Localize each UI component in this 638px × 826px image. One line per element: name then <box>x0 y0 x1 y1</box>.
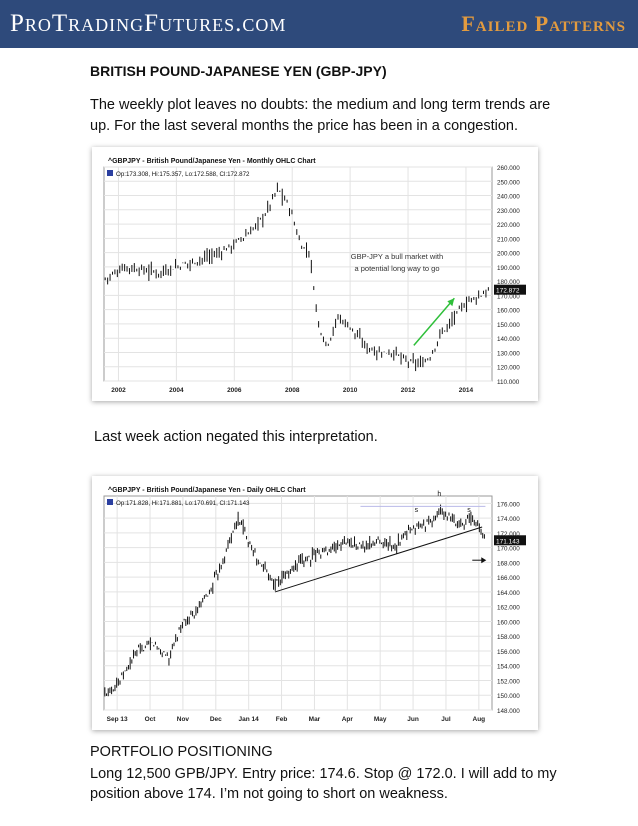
x-tick-label: Sep 13 <box>107 716 128 723</box>
y-tick-label: 140.000 <box>497 336 520 343</box>
x-tick-label: May <box>374 716 387 723</box>
y-tick-label: 110.000 <box>497 379 520 386</box>
y-tick-label: 152.000 <box>497 678 520 685</box>
daily-ohlc-chart: 176.000 174.000 172.000 170.000 168.000 166.0… <box>103 486 526 723</box>
article-title: BRITISH POUND-JAPANESE YEN (GBP-JPY) <box>90 63 387 79</box>
monthly-ohlc-chart: 260.000 250.000 240.000 230.000 220.000 210.0… <box>103 157 526 394</box>
y-tick-label: 160.000 <box>497 308 520 315</box>
y-tick-label: 240.000 <box>497 194 520 201</box>
legend-swatch <box>107 499 113 505</box>
plot-area <box>103 166 493 382</box>
y-tick-label: 260.000 <box>497 165 520 172</box>
y-tick-label: 172.000 <box>497 531 520 538</box>
y-tick-label: 250.000 <box>497 179 520 186</box>
x-tick-label: 2002 <box>111 387 126 394</box>
trend-arrow-line <box>413 297 455 346</box>
x-tick-label: Jan 14 <box>239 716 260 723</box>
portfolio-heading: PORTFOLIO POSITIONING <box>90 744 273 760</box>
x-tick-label: Nov <box>177 716 190 723</box>
y-tick-label: 176.000 <box>497 501 520 508</box>
y-tick-label: 160.000 <box>497 619 520 626</box>
y-tick-label: 190.000 <box>497 265 520 272</box>
last-price-label: 171.143 <box>496 538 520 545</box>
y-tick-label: 210.000 <box>497 236 520 243</box>
y-tick-label: 130.000 <box>497 350 520 357</box>
y-tick-label: 166.000 <box>497 575 520 582</box>
x-tick-label: 2004 <box>169 387 184 394</box>
x-tick-label: 2010 <box>343 387 358 394</box>
y-tick-label: 174.000 <box>497 516 520 523</box>
last-price-label: 172.872 <box>496 288 520 295</box>
x-tick-label: Jun <box>407 716 419 723</box>
y-tick-label: 200.000 <box>497 251 520 258</box>
portfolio-text: Long 12,500 GPB/JPY. Entry price: 174.6.… <box>90 766 557 802</box>
last-price-box <box>494 284 526 295</box>
x-tick-label: Mar <box>309 716 321 723</box>
y-tick-label: 150.000 <box>497 322 520 329</box>
y-tick-label: 230.000 <box>497 208 520 215</box>
y-tick-label: 180.000 <box>497 279 520 286</box>
pattern-label-h: h <box>437 491 441 498</box>
site-name: ProTradingFutures.com <box>10 10 287 37</box>
trend-arrow-head <box>447 298 455 307</box>
y-tick-label: 170.000 <box>497 546 520 553</box>
plot-area <box>103 495 493 711</box>
pattern-label-s: s <box>467 507 471 514</box>
x-tick-label: 2012 <box>401 387 416 394</box>
y-tick-label: 162.000 <box>497 605 520 612</box>
monthly-chart-card: 260.000 250.000 240.000 230.000 220.000 210.0… <box>92 147 538 401</box>
intro-paragraph: The weekly plot leaves no doubts: the me… <box>90 97 551 134</box>
page-header: ProTradingFutures.com Failed Patterns <box>0 0 638 48</box>
chart-caption: Last week action negated this interpreta… <box>94 429 378 445</box>
y-tick-label: 164.000 <box>497 590 520 597</box>
x-tick-label: Feb <box>276 716 288 723</box>
y-tick-label: 156.000 <box>497 649 520 656</box>
legend-text: Op:173.308, Hi:175.357, Lo:172.588, Cl:1… <box>116 171 250 178</box>
y-tick-label: 158.000 <box>497 634 520 641</box>
y-tick-label: 150.000 <box>497 693 520 700</box>
y-tick-label: 148.000 <box>497 708 520 715</box>
section-title: Failed Patterns <box>461 11 626 36</box>
y-tick-label: 170.000 <box>497 293 520 300</box>
x-tick-label: Aug <box>473 716 486 723</box>
y-tick-label: 220.000 <box>497 222 520 229</box>
annotation-line-1: GBP-JPY a bull market with <box>351 252 443 261</box>
chart-title: ^GBPJPY - British Pound/Japanese Yen - M… <box>108 157 316 165</box>
legend-swatch <box>107 170 113 176</box>
chart-title: ^GBPJPY - British Pound/Japanese Yen - D… <box>108 486 306 494</box>
x-tick-label: 2006 <box>227 387 242 394</box>
legend-text: Op:171.828, Hi:171.881, Lo:170.691, Cl:1… <box>116 500 250 507</box>
y-tick-label: 154.000 <box>497 664 520 671</box>
x-tick-label: Apr <box>342 716 354 723</box>
x-tick-label: Jul <box>441 716 451 723</box>
y-tick-label: 168.000 <box>497 560 520 567</box>
breakdown-arrow-head <box>481 557 487 564</box>
last-price-box <box>494 535 526 546</box>
x-tick-label: 2014 <box>459 387 474 394</box>
x-tick-label: Oct <box>145 716 157 723</box>
annotation-line-2: a potential long way to go <box>354 264 439 273</box>
x-tick-label: Dec <box>210 716 222 723</box>
daily-chart-card: 176.000 174.000 172.000 170.000 168.000 166.0… <box>92 476 538 730</box>
support-trendline <box>274 526 483 593</box>
y-tick-label: 120.000 <box>497 365 520 372</box>
x-tick-label: 2008 <box>285 387 300 394</box>
pattern-label-s: s <box>415 507 419 514</box>
